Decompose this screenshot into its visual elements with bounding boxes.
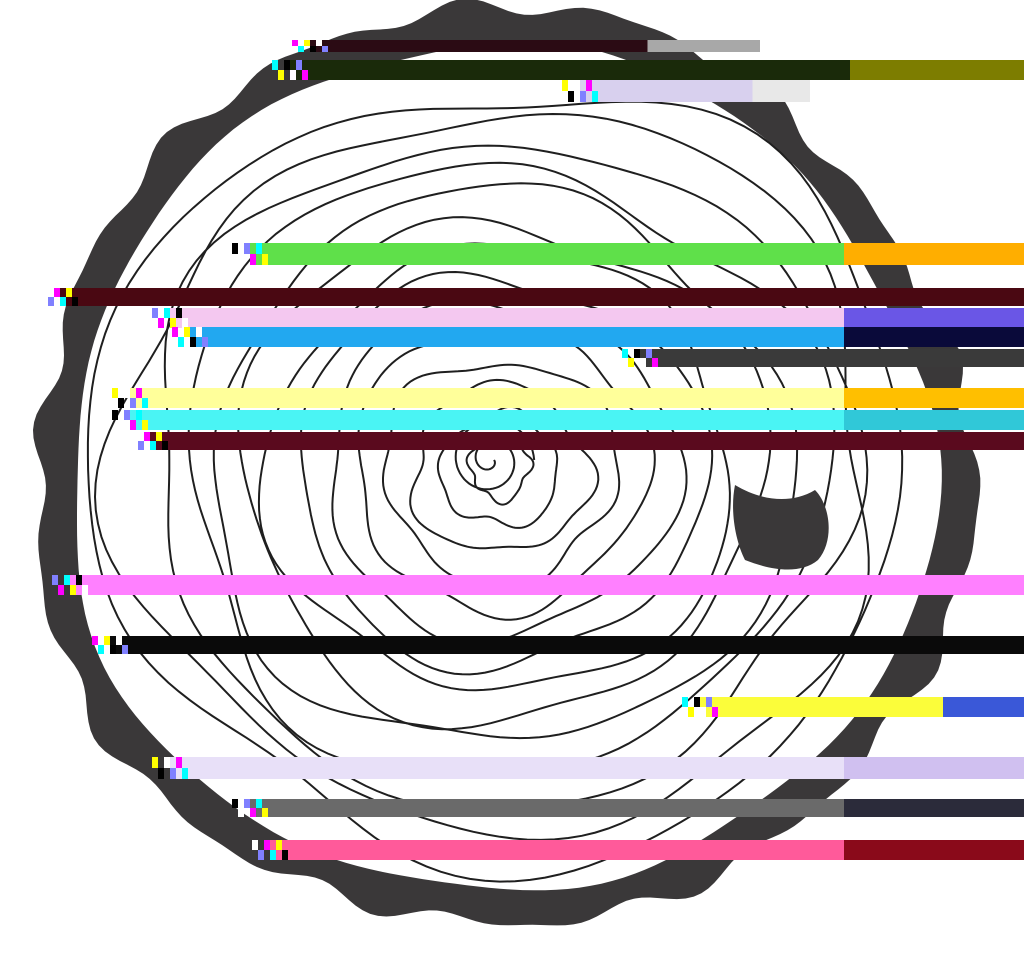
glitch-band: [232, 243, 1024, 265]
glitch-band: [172, 327, 1024, 347]
glitch-band: [292, 40, 760, 52]
glitch-band: [152, 308, 1024, 328]
bark-crack: [733, 485, 829, 570]
glitch-band: [92, 636, 1024, 654]
glitch-bands: [42, 40, 1024, 860]
bark: [33, 0, 981, 926]
growth-ring: [237, 216, 772, 731]
growth-ring: [257, 242, 731, 692]
crack-shape: [733, 485, 829, 570]
glitch-band: [562, 80, 810, 102]
glitch-band: [52, 575, 1024, 595]
glitch-band: [112, 410, 1024, 430]
glitch-band: [112, 388, 1024, 408]
glitch-band: [42, 288, 1024, 306]
glitch-band: [272, 60, 1024, 80]
growth-ring: [93, 112, 870, 841]
growth-ring: [187, 161, 836, 772]
glitch-band: [132, 432, 1024, 450]
growth-ring: [212, 182, 799, 740]
glitch-band: [152, 757, 1024, 779]
glitch-band: [252, 840, 1024, 860]
glitch-band: [622, 349, 1024, 367]
glitch-band: [682, 697, 1024, 717]
growth-ring: [382, 363, 621, 589]
glitch-band: [232, 799, 1024, 817]
